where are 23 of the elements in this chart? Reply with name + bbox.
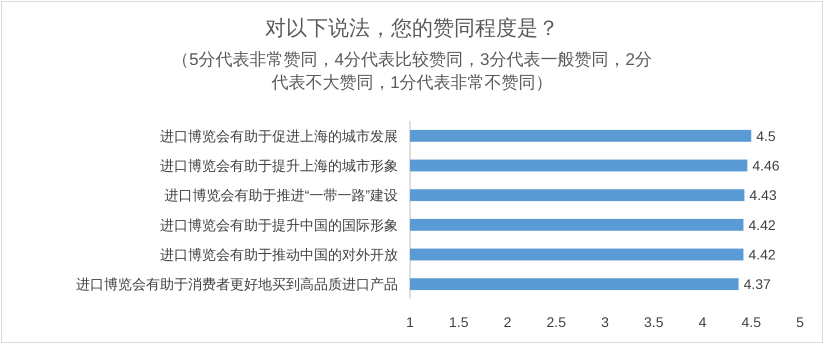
x-tick-label: 1.5 xyxy=(449,314,469,330)
y-tick-label: 进口博览会有助于提升上海的城市形象 xyxy=(160,158,398,174)
y-tick-label: 进口博览会有助于提升中国的国际形象 xyxy=(160,216,398,233)
chart-subtitle: （5分代表非常赞同，4分代表比较赞同，3分代表一般赞同，2分代表不大赞同，1分代表非常不赞同） xyxy=(171,49,653,94)
data-label: 4.46 xyxy=(752,158,780,174)
y-tick-label: 进口博览会有助于消费者更好地买到高品质进口产品 xyxy=(76,276,398,292)
data-label: 4.5 xyxy=(756,128,776,144)
y-tick-label: 进口博览会有助于促进上海的城市发展 xyxy=(160,128,398,144)
y-tick-label: 进口博览会有助于推动中国的对外开放 xyxy=(160,246,398,262)
data-label: 4.42 xyxy=(748,246,776,262)
data-label: 4.37 xyxy=(744,276,772,292)
data-label: 4.43 xyxy=(749,187,777,204)
y-tick-label: 进口博览会有助于推进“一带一路”建设 xyxy=(164,187,398,204)
x-tick-label: 3.5 xyxy=(644,314,664,330)
x-tick-label: 3 xyxy=(601,314,610,330)
x-tick-label: 4.5 xyxy=(742,314,762,330)
x-tick-label: 4 xyxy=(698,314,707,330)
chart-title: 对以下说法，您的赞同程度是？ xyxy=(264,16,560,42)
x-tick-label: 5 xyxy=(796,314,804,330)
x-tick-label: 1 xyxy=(406,314,414,330)
data-label: 4.42 xyxy=(748,216,776,233)
x-tick-label: 2 xyxy=(504,314,512,330)
x-tick-label: 2.5 xyxy=(546,314,566,330)
